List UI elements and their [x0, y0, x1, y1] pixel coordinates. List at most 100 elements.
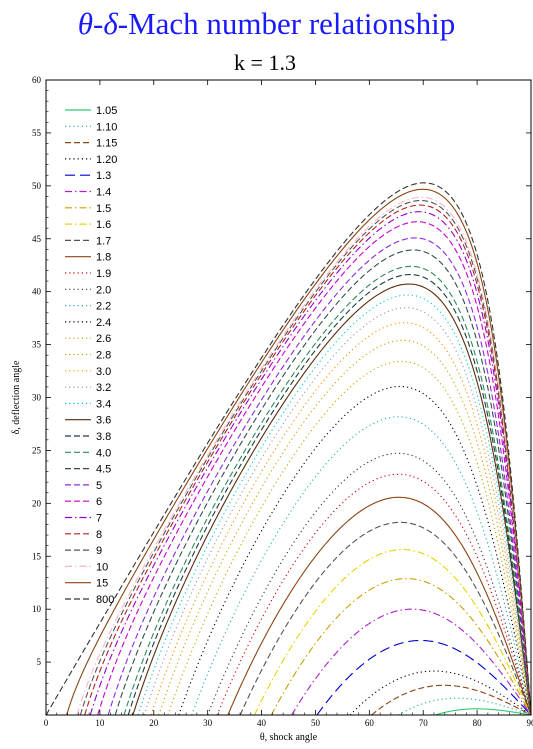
legend-label: 5: [96, 480, 102, 492]
curve-mach-4.0: [123, 265, 532, 716]
legend-item: 3.8: [65, 431, 111, 443]
legend-label: 10: [96, 561, 108, 573]
legend-label: 1.05: [96, 105, 117, 117]
x-tick-label: 50: [311, 718, 321, 728]
legend-item: 2.2: [65, 301, 111, 313]
legend-label: 8: [96, 529, 102, 541]
legend-label: 4.0: [96, 447, 111, 459]
curve-mach-1.15: [371, 684, 532, 716]
legend-label: 3.4: [96, 398, 111, 410]
legend-label: 1.10: [96, 121, 117, 133]
curve-mach-3.6: [132, 283, 532, 716]
x-tick-label: 30: [203, 718, 213, 728]
curve-mach-9: [79, 199, 532, 716]
legend-label: 2.0: [96, 284, 111, 296]
y-tick-label: 25: [32, 445, 42, 455]
legend-item: 1.05: [65, 105, 117, 117]
x-tick-label: 70: [419, 718, 429, 728]
legend-item: 1.5: [65, 203, 111, 215]
legend-item: 2.8: [65, 350, 111, 362]
chart-subtitle: k = 1.3: [234, 50, 296, 75]
legend-item: 1.8: [65, 252, 111, 264]
legend-item: 15: [65, 578, 108, 590]
curve-mach-2.6: [167, 360, 532, 716]
curve-mach-15: [66, 188, 532, 716]
legend-item: 2.4: [65, 317, 111, 329]
legend-label: 1.9: [96, 268, 111, 280]
curve-mach-800: [45, 182, 532, 716]
legend-item: 3.0: [65, 366, 111, 378]
y-axis-label: δ, deflection angle: [11, 360, 22, 434]
legend-item: 2.0: [65, 284, 111, 296]
legend-label: 2.8: [96, 350, 111, 362]
legend-item: 1.10: [65, 121, 117, 133]
legend-label: 1.5: [96, 203, 111, 215]
legend-label: 800: [96, 594, 114, 606]
legend-label: 4.5: [96, 464, 111, 476]
curve-mach-1.7: [239, 521, 532, 716]
x-tick-label: 80: [473, 718, 483, 728]
x-tick-label: 20: [149, 718, 159, 728]
chart-title: θ-δ-Mach number relationship: [77, 6, 456, 41]
x-axis-label: θ, shock angle: [260, 732, 318, 743]
y-tick-label: 10: [32, 604, 42, 614]
legend-label: 1.15: [96, 138, 117, 150]
legend-label: 1.7: [96, 235, 111, 247]
x-tick-label: 0: [44, 718, 49, 728]
legend-item: 1.7: [65, 235, 111, 247]
curve-mach-5: [107, 237, 532, 716]
legend-item: 3.2: [65, 382, 111, 394]
curve-mach-3.4: [137, 294, 532, 716]
legend: 1.05 1.10 1.15 1.20 1.3 1.4 1.5 1.6 1.7 1.8 1.9 2.0…: [65, 105, 117, 606]
legend-label: 3.6: [96, 415, 111, 427]
legend-item: 10: [65, 561, 108, 573]
legend-item: 800: [65, 594, 114, 606]
curve-mach-1.20: [349, 670, 532, 716]
y-tick-label: 35: [32, 340, 42, 350]
legend-label: 1.4: [96, 187, 111, 199]
y-tick-label: 5: [37, 657, 42, 667]
curve-mach-1.6: [253, 548, 532, 716]
legend-item: 5: [65, 480, 102, 492]
curve-mach-1.4: [291, 608, 532, 716]
legend-item: 1.9: [65, 268, 111, 280]
legend-label: 1.8: [96, 252, 111, 264]
curve-mach-6: [97, 221, 532, 716]
y-tick-label: 45: [32, 234, 42, 244]
legend-label: 3.0: [96, 366, 111, 378]
legend-label: 3.2: [96, 382, 111, 394]
legend-item: 2.6: [65, 333, 111, 345]
legend-label: 1.20: [96, 154, 117, 166]
curve-mach-3.8: [127, 274, 532, 716]
curve-mach-1.05: [435, 708, 532, 716]
legend-item: 1.20: [65, 154, 117, 166]
y-tick-label: 15: [32, 551, 42, 561]
legend-label: 7: [96, 513, 102, 525]
x-tick-label: 90: [527, 718, 533, 728]
curve-mach-2.8: [158, 339, 532, 716]
legend-item: 1.15: [65, 138, 117, 150]
curve-mach-1.3: [316, 639, 532, 716]
legend-label: 1.6: [96, 219, 111, 231]
legend-item: 6: [65, 496, 102, 508]
legend-label: 3.8: [96, 431, 111, 443]
y-tick-label: 60: [32, 75, 42, 85]
legend-label: 2.4: [96, 317, 111, 329]
legend-item: 7: [65, 513, 102, 525]
legend-item: 8: [65, 529, 102, 541]
legend-item: 1.4: [65, 187, 111, 199]
curve-mach-7: [89, 211, 532, 716]
legend-label: 6: [96, 496, 102, 508]
x-tick-label: 40: [257, 718, 267, 728]
curve-mach-3.0: [150, 322, 532, 716]
legend-item: 4.0: [65, 447, 111, 459]
curve-mach-1.9: [216, 473, 532, 716]
curve-mach-10: [76, 196, 532, 716]
legend-label: 2.6: [96, 333, 111, 345]
x-tick-label: 60: [365, 718, 375, 728]
axes-group: 0102030405060708090510152025303540455055…: [11, 75, 533, 743]
curve-mach-1.8: [227, 496, 532, 716]
legend-label: 2.2: [96, 301, 111, 313]
legend-item: 4.5: [65, 464, 111, 476]
